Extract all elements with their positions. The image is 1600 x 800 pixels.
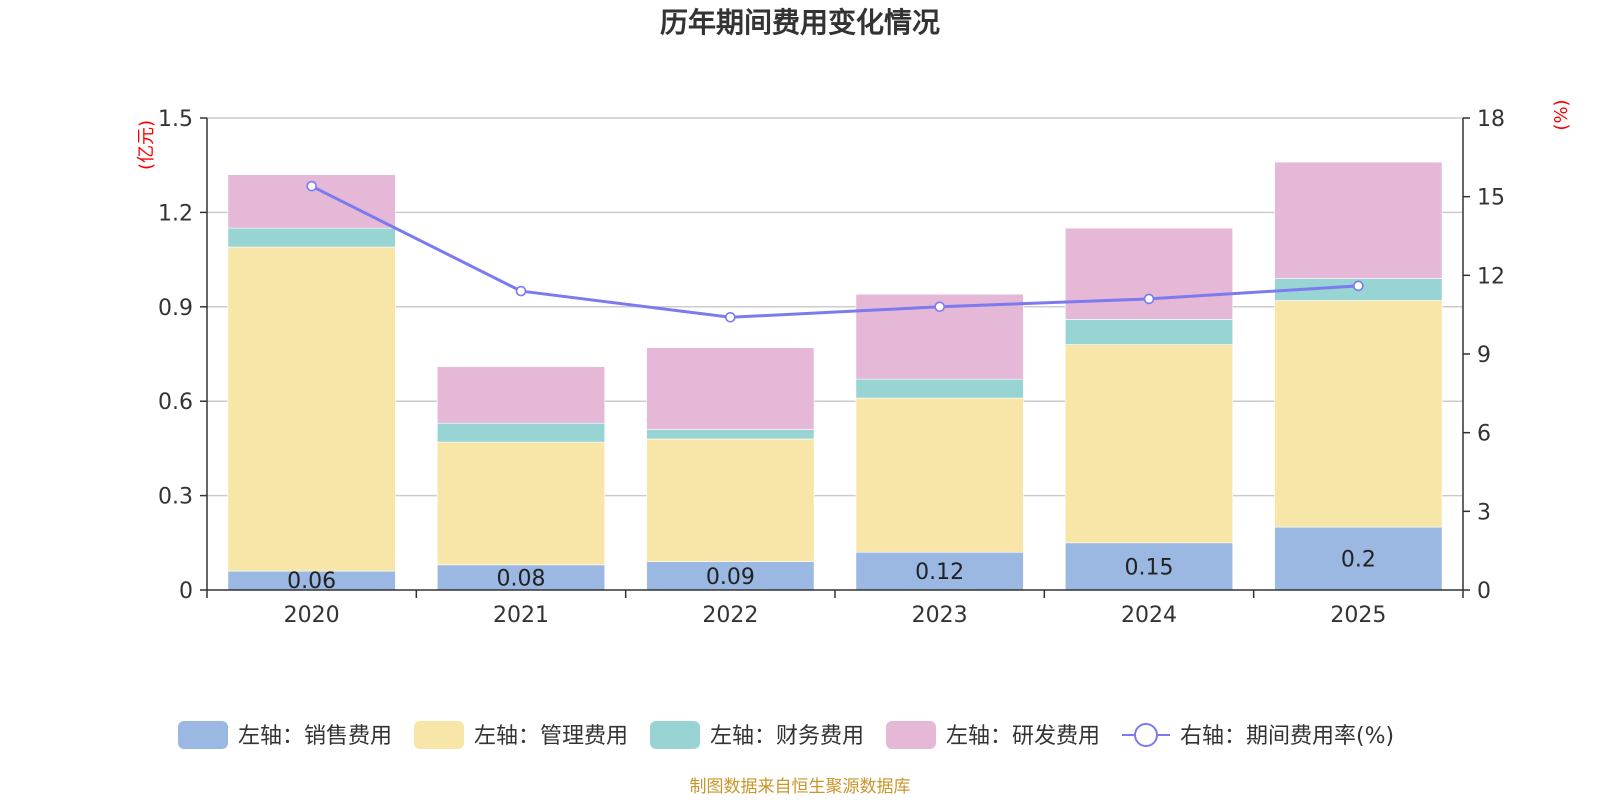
data-label: 0.08	[497, 566, 546, 591]
chart-title: 历年期间费用变化情况	[660, 6, 940, 39]
labels-layer: 0.06 0.08 0.09 0.12 0.15 0.2	[287, 548, 1376, 594]
left-axis-tick-label: 0.9	[158, 296, 193, 321]
bar-2-2021	[436, 441, 606, 566]
left-axis-tick-label: 0.6	[158, 390, 193, 415]
rate-point-2020	[306, 180, 317, 192]
bar-2-2024	[1064, 344, 1234, 544]
x-axis-tick-label: 2022	[702, 603, 758, 628]
rate-point-2023	[934, 301, 945, 313]
x-axis-tick-label: 2025	[1330, 603, 1386, 628]
bar-3-2021	[436, 422, 606, 443]
data-label: 0.15	[1125, 555, 1174, 580]
grid-layer	[207, 117, 1463, 497]
right-axis-tick-label: 15	[1477, 186, 1505, 211]
legend-label-3: 左轴：财务费用	[710, 724, 864, 749]
data-label: 0.2	[1341, 548, 1376, 573]
data-label: 0.06	[287, 569, 336, 594]
left-axis-tick-label: 1.5	[158, 107, 193, 132]
left-axis-tick-label: 0	[179, 579, 193, 604]
bar-3-2020	[227, 227, 396, 248]
line-layer	[306, 180, 1364, 323]
source-note: 制图数据来自恒生聚源数据库	[690, 777, 911, 797]
legend-swatch-1	[178, 721, 228, 749]
legend-swatch-3	[650, 721, 700, 749]
bar-2-2025	[1274, 300, 1443, 528]
legend: 左轴：销售费用 左轴：管理费用 左轴：财务费用 左轴：研发费用 右轴：期间费用率(%)	[178, 721, 1394, 749]
bar-3-2022	[646, 429, 815, 440]
left-axis-tick-label: 0.3	[158, 485, 193, 510]
bar-2-2023	[855, 397, 1024, 553]
x-axis-tick-label: 2020	[284, 603, 340, 628]
legend-label-4: 左轴：研发费用	[946, 724, 1100, 749]
data-label: 0.09	[706, 565, 755, 590]
bar-1-2021	[436, 564, 606, 591]
bar-4-2022	[646, 347, 815, 430]
legend-label-1: 左轴：销售费用	[238, 724, 392, 749]
bar-4-2025	[1274, 161, 1443, 279]
legend-swatch-2	[414, 721, 464, 749]
bar-2-2020	[227, 246, 396, 572]
right-axis-tick-label: 6	[1477, 422, 1491, 447]
axes-layer: 0 0.3 0.6 0.9 1.2 1.5 0 3 6 9 12 15 18 2020 2021 2022 20…	[158, 107, 1505, 628]
x-axis-tick-label: 2021	[493, 603, 549, 628]
data-label: 0.12	[915, 560, 964, 585]
bar-3-2023	[855, 378, 1024, 399]
bar-1-2023	[855, 551, 1024, 591]
x-axis-tick-label: 2023	[912, 603, 968, 628]
bar-2-2022	[646, 438, 815, 562]
rate-point-2022	[725, 311, 736, 323]
legend-label-line: 右轴：期间费用率(%)	[1180, 724, 1394, 749]
bar-3-2024	[1064, 319, 1234, 345]
right-axis-tick-label: 9	[1477, 343, 1491, 368]
bars-layer	[227, 161, 1443, 591]
legend-label-2: 左轴：管理费用	[474, 724, 628, 749]
left-axis-unit: (亿元)	[136, 120, 157, 170]
right-axis-tick-label: 12	[1477, 264, 1505, 289]
right-axis-tick-label: 18	[1477, 107, 1505, 132]
bar-4-2024	[1064, 227, 1234, 320]
bar-1-2024	[1064, 542, 1234, 591]
legend-swatch-4	[886, 721, 936, 749]
rate-point-2024	[1143, 293, 1155, 305]
right-axis-tick-label: 3	[1477, 500, 1491, 525]
legend-marker-icon	[1134, 723, 1158, 747]
rate-line	[310, 184, 1359, 319]
right-axis-tick-label: 0	[1477, 579, 1491, 604]
rate-point-2025	[1353, 280, 1364, 292]
bar-1-2022	[646, 561, 815, 591]
bar-4-2021	[436, 366, 606, 424]
rate-point-2021	[515, 285, 527, 297]
left-axis-tick-label: 1.2	[158, 201, 193, 226]
right-axis-unit: (%)	[1551, 99, 1572, 130]
x-axis-tick-label: 2024	[1121, 603, 1177, 628]
